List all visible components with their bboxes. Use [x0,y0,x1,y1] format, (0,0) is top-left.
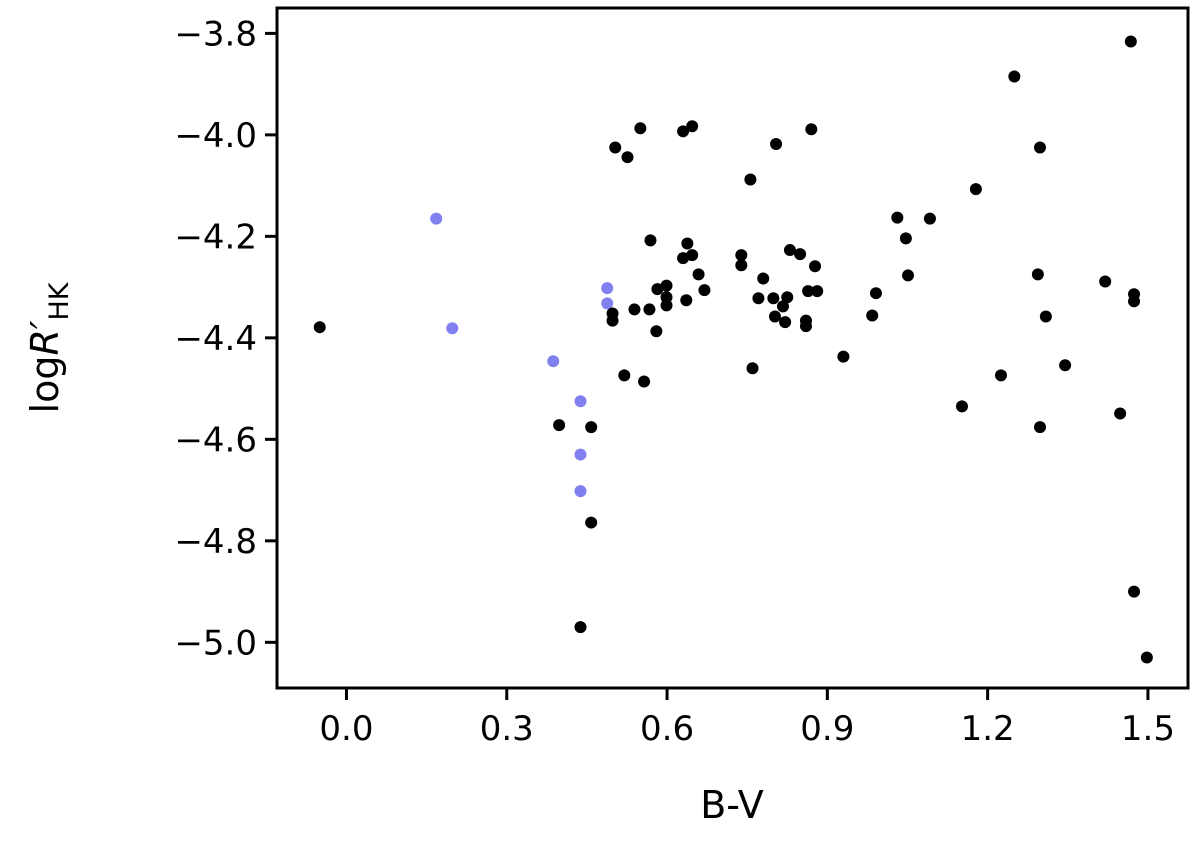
scatter-point [799,320,812,333]
scatter-point [686,120,699,133]
scatter-point [643,303,656,316]
scatter-point [609,141,622,154]
y-tick-label: −4.6 [174,420,257,460]
y-label-symbol: R′ [23,320,67,355]
scatter-point [650,325,663,338]
x-tick-label: 0.3 [480,709,534,749]
scatter-point [1033,421,1046,434]
scatter-point [805,123,818,136]
y-tick-label: −4.0 [174,116,257,156]
scatter-point [994,369,1007,382]
scatter-point [757,272,770,285]
scatter-point [634,122,647,135]
y-label-subscript: HK [44,281,75,320]
scatter-point [794,248,807,261]
scatter-point [1114,407,1127,420]
scatter-point [313,321,326,334]
scatter-point [746,362,759,375]
scatter-point [686,249,699,262]
scatter-point [660,279,673,292]
scatter-point [891,211,904,224]
scatter-point [1059,359,1072,372]
scatter-point [553,419,566,432]
scatter-point [1039,310,1052,323]
scatter-point [618,369,631,382]
y-tick-label: −3.8 [174,14,257,54]
scatter-point [601,282,614,295]
scatter-point [955,400,968,413]
x-axis-label: B-V [700,783,764,827]
scatter-point [430,212,443,225]
scatter-point [767,292,780,305]
x-tick-label: 0.9 [800,709,854,749]
scatter-point [735,249,748,262]
scatter-point [606,314,619,327]
y-tick-label: −4.8 [174,522,257,562]
scatter-point [585,516,598,529]
scatter-point [1124,35,1137,48]
scatter-point [574,395,587,408]
y-tick-label: −4.2 [174,217,257,257]
scatter-point [1031,268,1044,281]
scatter-point [1128,295,1141,308]
scatter-point [1008,70,1021,83]
scatter-point [677,125,690,138]
scatter-point [677,252,690,265]
scatter-point [601,297,614,310]
axes-frame [275,6,1190,690]
plot-area [313,35,1153,664]
scatter-point [660,299,673,312]
scatter-point [735,259,748,272]
x-tick-label: 1.2 [961,709,1015,749]
scatter-point [768,310,781,323]
scatter-point [692,268,705,281]
scatter-point [574,621,587,634]
scatter-point [1099,275,1112,288]
x-tick-label: 1.5 [1121,709,1175,749]
y-tick-label: −5.0 [174,623,257,663]
scatter-point [752,292,765,305]
x-tick-label: 0.6 [640,709,694,749]
scatter-point [869,287,882,300]
scatter-point [923,212,936,225]
scatter-point [698,284,711,297]
scatter-point [899,232,912,245]
scatter-point [969,183,982,196]
scatter-point [574,485,587,498]
scatter-point [866,309,879,322]
scatter-point [1140,651,1153,664]
scatter-point [1128,585,1141,598]
y-axis-label: logR′HK [23,281,75,413]
scatter-point [644,234,657,247]
y-label-prefix: log [23,356,67,414]
scatter-point [1033,141,1046,154]
scatter-point [585,421,598,434]
scatter-point [680,294,693,307]
scatter-point [628,303,641,316]
scatter-point [809,260,822,273]
scatter-point [779,316,792,329]
scatter-point [574,448,587,461]
scatter-point [621,151,634,164]
scatter-point [446,322,459,335]
scatter-point [811,285,824,298]
scatter-point [837,350,850,363]
y-tick-label: −4.4 [174,319,257,359]
scatter-point [770,138,783,150]
scatter-point [638,375,651,388]
scatter-point [776,300,789,313]
scatter-point [781,291,794,304]
x-tick-label: 0.0 [319,709,373,749]
scatter-point [547,355,560,368]
scatter-point [902,269,915,282]
scatter-point [744,173,757,186]
scatter-point [783,244,796,257]
scatter-point [681,237,694,250]
scatter-point [802,285,815,298]
scatter-point [651,283,664,296]
